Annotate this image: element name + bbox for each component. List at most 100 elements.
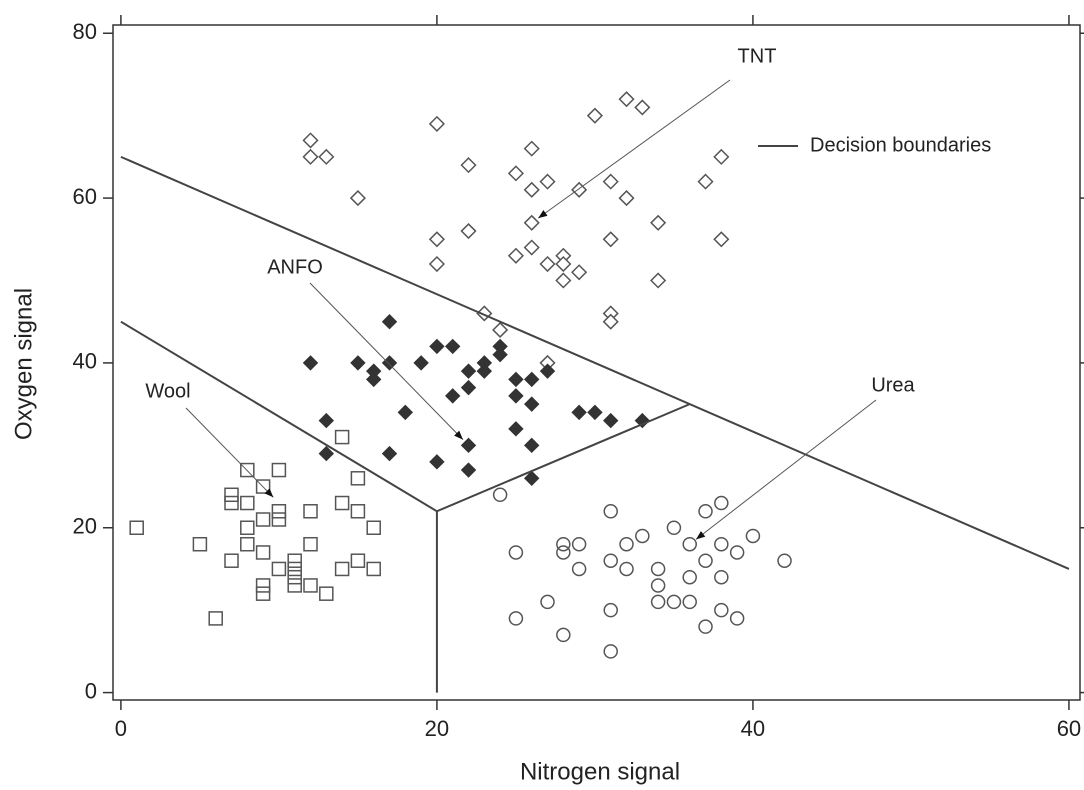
point xyxy=(523,214,540,231)
point xyxy=(571,264,588,281)
point xyxy=(349,190,366,207)
point xyxy=(224,553,239,568)
point xyxy=(366,561,381,577)
point xyxy=(428,231,445,248)
point xyxy=(381,355,398,371)
annotation-label: Wool xyxy=(145,380,190,402)
x-tick-label: 40 xyxy=(741,716,765,741)
point xyxy=(224,495,239,511)
point xyxy=(508,388,524,404)
point xyxy=(523,181,540,198)
point xyxy=(334,429,350,445)
point xyxy=(602,173,619,190)
point xyxy=(556,545,571,560)
point xyxy=(303,536,318,552)
point xyxy=(698,619,713,634)
point xyxy=(555,255,572,273)
point xyxy=(492,346,508,363)
point xyxy=(650,561,666,577)
point xyxy=(524,470,540,487)
point xyxy=(602,313,619,330)
point xyxy=(381,313,398,330)
point xyxy=(571,404,587,421)
y-tick-label: 0 xyxy=(85,678,97,703)
annotation-label: ANFO xyxy=(267,256,323,278)
plot-frame xyxy=(112,24,1081,701)
point xyxy=(729,611,745,626)
point xyxy=(682,536,697,552)
annotation-label: TNT xyxy=(738,45,777,67)
point xyxy=(524,371,540,388)
point xyxy=(255,578,271,593)
point xyxy=(303,578,318,593)
point xyxy=(507,247,524,264)
point xyxy=(302,355,319,371)
annotation-arrow xyxy=(695,399,877,540)
point xyxy=(714,536,729,552)
point xyxy=(366,371,382,388)
point xyxy=(508,545,524,560)
point xyxy=(555,272,572,289)
point xyxy=(539,255,556,273)
boundary-line xyxy=(120,320,438,693)
point xyxy=(240,495,255,511)
point xyxy=(381,445,398,462)
point xyxy=(224,487,239,503)
point xyxy=(666,594,682,610)
point xyxy=(508,611,524,626)
point xyxy=(271,504,287,519)
point xyxy=(350,355,366,371)
point xyxy=(777,553,792,568)
point xyxy=(492,321,509,339)
point xyxy=(618,190,635,207)
point xyxy=(429,454,445,470)
point xyxy=(714,602,729,618)
point xyxy=(271,512,287,527)
point xyxy=(714,495,729,511)
point xyxy=(508,371,524,388)
point xyxy=(271,462,287,478)
point xyxy=(350,553,366,568)
point xyxy=(634,412,651,429)
point xyxy=(413,355,429,371)
x-tick-label: 60 xyxy=(1057,716,1081,741)
point xyxy=(745,528,761,544)
point xyxy=(634,99,651,116)
point xyxy=(508,421,524,437)
annotation-arrow xyxy=(537,79,731,219)
point xyxy=(302,148,319,165)
point xyxy=(303,504,318,519)
legend-label: Decision boundaries xyxy=(810,134,991,156)
point xyxy=(556,536,571,552)
point xyxy=(618,91,635,108)
point xyxy=(666,520,682,535)
point xyxy=(539,173,556,190)
point xyxy=(287,569,302,585)
point xyxy=(524,396,540,412)
point xyxy=(650,214,667,231)
y-tick-label: 60 xyxy=(73,184,97,209)
point xyxy=(619,536,634,552)
point xyxy=(287,553,302,568)
point xyxy=(603,553,618,568)
point xyxy=(240,520,255,535)
annotation-arrow xyxy=(309,282,464,440)
y-axis-title: Oxygen signal xyxy=(10,288,37,440)
point xyxy=(587,404,603,421)
point xyxy=(603,602,618,618)
point xyxy=(635,528,650,544)
point xyxy=(729,545,745,560)
point xyxy=(698,504,713,519)
point xyxy=(318,412,335,429)
point xyxy=(302,132,319,149)
boundary-line xyxy=(436,403,691,513)
point xyxy=(445,338,461,355)
point xyxy=(255,479,271,494)
point xyxy=(602,231,619,248)
point xyxy=(492,487,508,503)
point xyxy=(208,611,223,626)
point xyxy=(240,462,255,478)
point xyxy=(507,165,524,182)
annotation-arrow xyxy=(185,407,274,498)
x-axis-title: Nitrogen signal xyxy=(520,758,680,785)
